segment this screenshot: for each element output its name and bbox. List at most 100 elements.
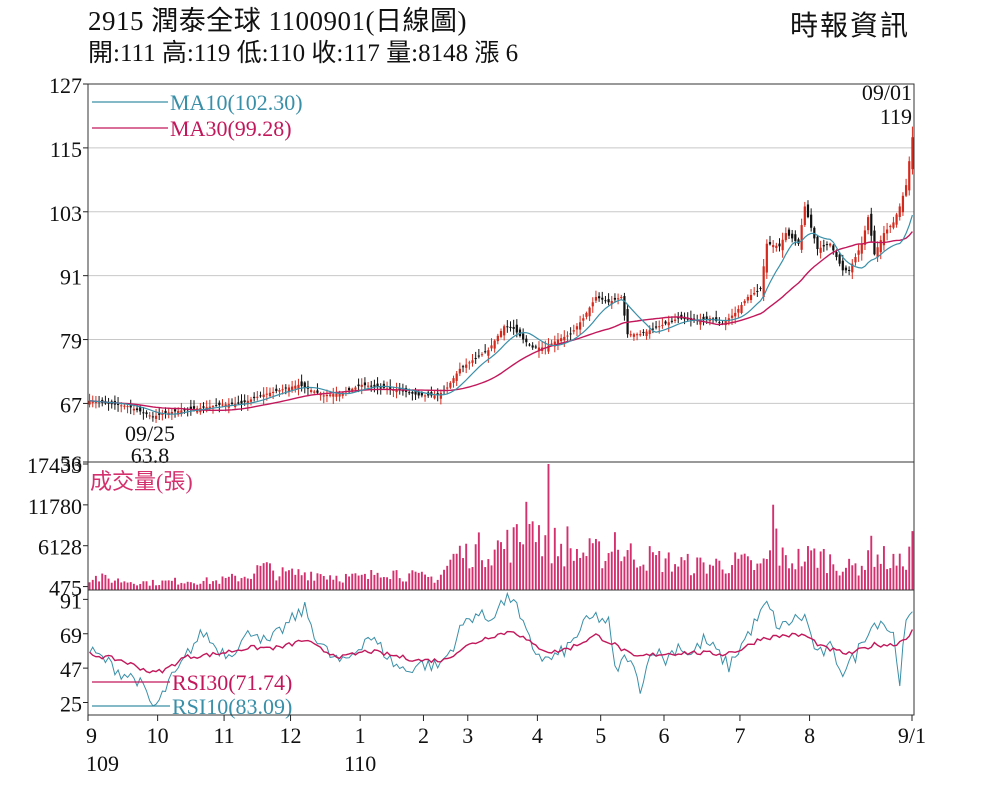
volume-tick-label: 17433 xyxy=(27,453,82,478)
candle-body xyxy=(509,326,512,329)
volume-bar xyxy=(563,566,566,590)
volume-bar xyxy=(401,581,404,590)
candle-body xyxy=(784,233,787,241)
volume-bar xyxy=(607,553,610,590)
volume-bar xyxy=(193,583,195,590)
candle-body xyxy=(835,251,838,258)
candle-body xyxy=(512,326,515,329)
volume-bar xyxy=(892,553,895,590)
candle-body xyxy=(632,334,636,337)
candle-body xyxy=(370,385,373,387)
volume-bar xyxy=(363,573,366,590)
candle-body xyxy=(848,269,851,271)
candle-body xyxy=(224,404,227,407)
candle-body xyxy=(417,391,420,396)
candle-body xyxy=(230,402,234,404)
candle-body xyxy=(753,292,756,295)
candle-body xyxy=(857,250,860,255)
volume-bar xyxy=(129,582,132,590)
candle-body xyxy=(313,391,316,393)
volume-bar xyxy=(531,521,534,590)
candle-body xyxy=(316,390,319,393)
volume-bar xyxy=(810,550,813,590)
candle-body xyxy=(376,383,379,388)
volume-bar xyxy=(151,579,154,590)
volume-bar xyxy=(180,582,183,590)
volume-bar xyxy=(275,580,278,590)
candle-body xyxy=(775,245,778,248)
price-tick-label: 91 xyxy=(60,265,82,290)
candle-body xyxy=(173,409,177,412)
volume-bar xyxy=(373,574,376,590)
volume-bar xyxy=(737,558,740,590)
volume-bar xyxy=(620,561,623,590)
volume-bar xyxy=(186,581,189,590)
candle-body xyxy=(768,242,772,245)
price-tick-label: 56 xyxy=(60,451,82,476)
volume-bar xyxy=(145,581,148,590)
candle-body xyxy=(468,362,471,364)
volume-bar xyxy=(417,572,420,590)
candle-body xyxy=(487,350,490,356)
candle-body xyxy=(822,245,825,247)
volume-bar xyxy=(848,558,851,590)
volume-bar xyxy=(136,585,139,590)
volume-bar xyxy=(550,563,553,590)
volume-bar xyxy=(110,582,113,590)
volume-bar xyxy=(797,548,800,590)
volume-bar xyxy=(756,563,759,590)
candle-body xyxy=(436,393,439,396)
candle-body xyxy=(863,230,867,245)
candle-body xyxy=(800,225,803,250)
volume-bar xyxy=(791,563,794,590)
candle-body xyxy=(534,346,537,348)
volume-bar xyxy=(126,582,129,590)
volume-bar xyxy=(835,570,838,590)
candle-body xyxy=(129,405,132,408)
candle-body xyxy=(597,296,601,299)
candle-body xyxy=(300,381,303,387)
volume-bar xyxy=(227,576,230,590)
volume-bar xyxy=(496,540,499,590)
candle-body xyxy=(243,400,246,403)
candle-body xyxy=(734,312,737,317)
candle-body xyxy=(522,333,525,340)
volume-bar xyxy=(753,569,756,590)
volume-bar xyxy=(433,582,436,590)
candle-body xyxy=(803,206,806,226)
candle-body xyxy=(272,391,275,393)
candle-body xyxy=(718,322,721,324)
volume-bar xyxy=(420,571,423,590)
volume-bar xyxy=(120,582,123,590)
candle-body xyxy=(120,405,123,407)
volume-bar xyxy=(509,562,512,590)
month-label: 1 xyxy=(355,723,366,748)
volume-bar xyxy=(623,556,626,590)
candle-body xyxy=(455,373,458,381)
volume-bar xyxy=(269,563,271,590)
volume-bar xyxy=(857,575,860,590)
volume-bar xyxy=(262,563,265,590)
volume-bar xyxy=(322,575,325,590)
volume-bar xyxy=(816,567,819,590)
volume-bar xyxy=(876,554,879,590)
candle-body xyxy=(328,394,332,396)
month-label: 9 xyxy=(86,723,97,748)
volume-bar xyxy=(781,547,784,590)
candle-body xyxy=(569,333,572,335)
candle-body xyxy=(781,239,784,251)
rsi-tick-label: 91 xyxy=(60,588,82,613)
candle-body xyxy=(908,161,911,191)
volume-bar xyxy=(474,544,477,590)
volume-bar xyxy=(360,574,363,590)
volume-bar xyxy=(639,566,642,590)
month-label: 4 xyxy=(532,723,543,748)
ohlc-summary: 開:111 高:119 低:110 收:117 量:8148 漲 6 xyxy=(88,40,519,67)
volume-bar xyxy=(231,573,233,590)
volume-bar xyxy=(512,527,515,590)
volume-bar xyxy=(338,581,341,590)
price-tick-label: 115 xyxy=(50,137,82,162)
volume-bar xyxy=(183,583,186,590)
volume-bar xyxy=(522,544,525,590)
candle-body xyxy=(607,299,610,303)
